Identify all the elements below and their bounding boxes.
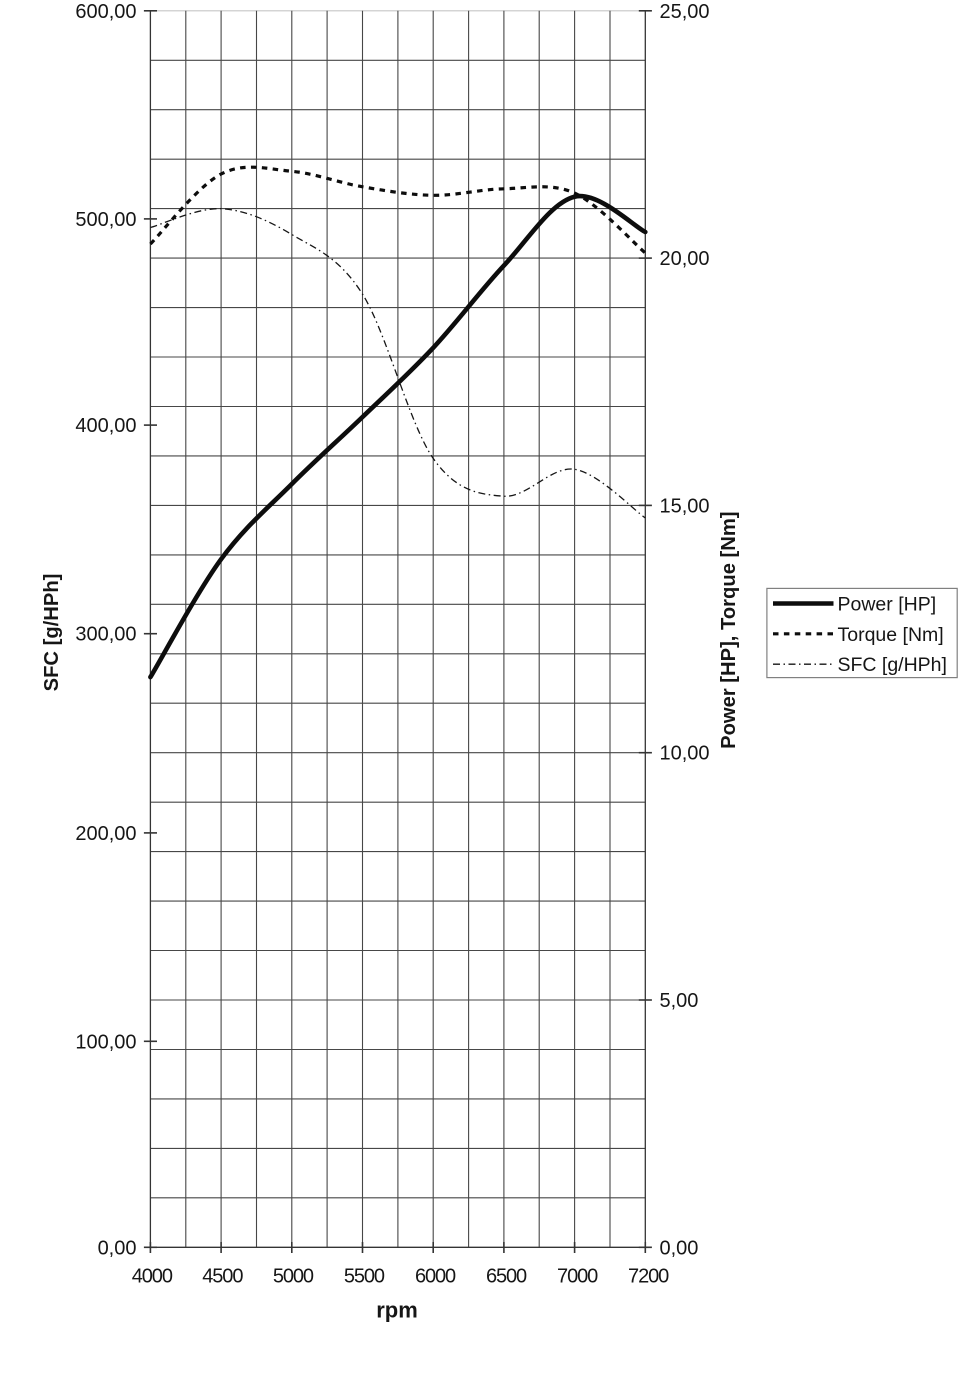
svg-text:Power [HP], Torque [Nm]: Power [HP], Torque [Nm] — [718, 512, 740, 749]
svg-text:25,00: 25,00 — [660, 1, 710, 23]
svg-text:15,00: 15,00 — [660, 495, 710, 517]
svg-text:0,00: 0,00 — [660, 1237, 699, 1259]
svg-text:5500: 5500 — [344, 1266, 385, 1288]
svg-text:200,00: 200,00 — [75, 823, 136, 845]
svg-text:6000: 6000 — [415, 1266, 456, 1288]
svg-text:10,00: 10,00 — [660, 743, 710, 765]
svg-text:7000: 7000 — [557, 1266, 598, 1288]
svg-text:rpm: rpm — [376, 1298, 418, 1323]
svg-text:5,00: 5,00 — [660, 990, 699, 1012]
svg-text:20,00: 20,00 — [660, 248, 710, 270]
svg-text:6500: 6500 — [486, 1266, 527, 1288]
svg-text:5000: 5000 — [273, 1266, 314, 1288]
svg-text:7200: 7200 — [628, 1266, 669, 1288]
svg-text:600,00: 600,00 — [75, 1, 136, 23]
svg-text:Power [HP]: Power [HP] — [838, 594, 937, 616]
svg-text:4000: 4000 — [132, 1266, 173, 1288]
svg-text:100,00: 100,00 — [75, 1031, 136, 1053]
svg-text:SFC [g/HPh]: SFC [g/HPh] — [41, 574, 63, 692]
svg-text:500,00: 500,00 — [75, 209, 136, 231]
svg-text:Torque [Nm]: Torque [Nm] — [838, 624, 944, 646]
svg-text:400,00: 400,00 — [75, 415, 136, 437]
svg-text:0,00: 0,00 — [98, 1237, 137, 1259]
svg-text:SFC [g/HPh]: SFC [g/HPh] — [838, 654, 947, 676]
svg-text:4500: 4500 — [202, 1266, 243, 1288]
svg-text:300,00: 300,00 — [75, 624, 136, 646]
